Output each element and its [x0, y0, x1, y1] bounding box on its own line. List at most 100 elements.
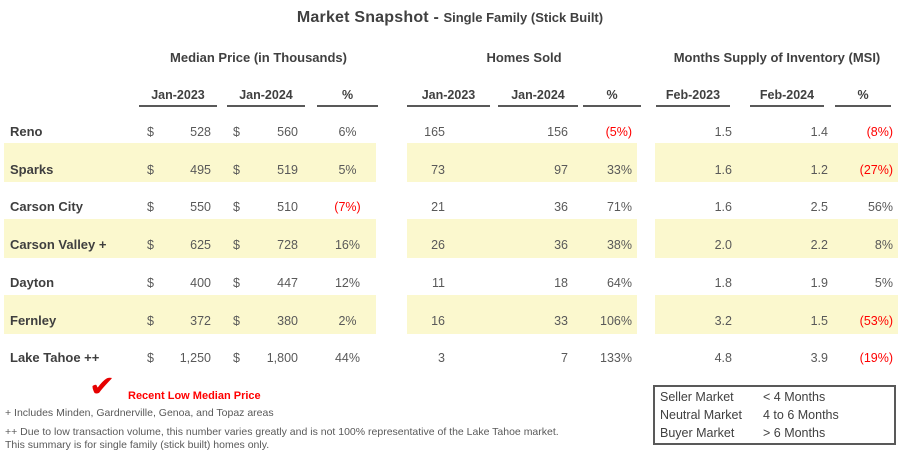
col-header-sold-jan-2024: Jan-2024	[498, 86, 578, 107]
sold-2023-cell: 73	[431, 163, 445, 177]
sold-2023-cell: 16	[431, 314, 445, 328]
table-row-fernley: Fernley $372 $380 2% 16 33 106% 3.2 1.5 …	[0, 311, 900, 331]
median-2024-cell: $510	[233, 197, 298, 217]
sold-pct-cell: 71%	[606, 200, 632, 214]
table-row-dayton: Dayton $400 $447 12% 11 18 64% 1.8 1.9 5…	[0, 273, 900, 293]
row-label: Fernley	[10, 313, 57, 328]
sold-pct-cell: 133%	[600, 351, 632, 365]
highlight-band	[655, 143, 898, 182]
msi-2024-cell: 1.9	[810, 276, 828, 290]
median-2024-cell: $519	[233, 160, 298, 180]
col-header-msi-feb-2024: Feb-2024	[750, 86, 824, 107]
group-header-msi: Months Supply of Inventory (MSI)	[673, 50, 881, 65]
median-2023-value: 550	[190, 200, 211, 214]
dollar-sign: $	[147, 314, 154, 328]
median-2023-value: 495	[190, 163, 211, 177]
sold-pct-cell: (5%)	[605, 125, 632, 139]
dollar-sign: $	[233, 125, 240, 139]
median-pct-cell: 2%	[338, 314, 357, 328]
median-2024-cell: $447	[233, 273, 298, 293]
col-header-median-jan-2023: Jan-2023	[139, 86, 217, 107]
highlight-band	[4, 219, 376, 258]
median-2024-value: 519	[277, 163, 298, 177]
sold-2024-cell: 7	[561, 351, 568, 365]
median-2024-cell: $1,800	[233, 348, 298, 368]
row-label: Dayton	[10, 275, 55, 290]
sold-2023-cell: 21	[431, 200, 445, 214]
row-label: Carson Valley +	[10, 237, 107, 252]
footnote-summary: This summary is for single family (stick…	[5, 439, 270, 451]
page-title-sub: Single Family (Stick Built)	[443, 10, 604, 25]
dollar-sign: $	[233, 276, 240, 290]
median-2023-cell: $550	[147, 197, 211, 217]
median-2024-cell: $560	[233, 122, 298, 142]
legend-range: < 4 Months	[763, 390, 826, 404]
highlight-band	[655, 219, 898, 258]
median-pct-cell: (7%)	[334, 200, 361, 214]
msi-2023-cell: 1.6	[714, 163, 732, 177]
median-2024-value: 447	[277, 276, 298, 290]
legend-row-seller: Seller Market < 4 Months	[660, 388, 894, 406]
median-2024-value: 510	[277, 200, 298, 214]
median-2023-cell: $372	[147, 311, 211, 331]
sold-2023-cell: 165	[424, 125, 445, 139]
legend-range: > 6 Months	[763, 426, 826, 440]
median-2023-cell: $528	[147, 122, 211, 142]
median-pct-cell: 6%	[338, 125, 357, 139]
msi-legend-box: Seller Market < 4 Months Neutral Market …	[653, 385, 896, 445]
sold-pct-cell: 64%	[606, 276, 632, 290]
dollar-sign: $	[147, 276, 154, 290]
msi-pct-cell: 56%	[867, 200, 893, 214]
group-header-homes-sold: Homes Sold	[486, 50, 562, 65]
row-label: Reno	[10, 124, 43, 139]
footnote-carson-valley: + Includes Minden, Gardnerville, Genoa, …	[5, 407, 274, 419]
median-2023-value: 625	[190, 238, 211, 252]
median-pct-cell: 12%	[334, 276, 361, 290]
page-title: Market Snapshot - Single Family (Stick B…	[0, 9, 900, 27]
highlight-band	[407, 143, 637, 182]
dollar-sign: $	[147, 125, 154, 139]
median-pct-cell: 16%	[334, 238, 361, 252]
median-2024-cell: $380	[233, 311, 298, 331]
row-label: Sparks	[10, 162, 54, 177]
msi-pct-cell: 5%	[874, 276, 893, 290]
median-2023-cell: $625	[147, 235, 211, 255]
row-label: Lake Tahoe ++	[10, 350, 100, 365]
sold-2023-cell: 11	[432, 276, 445, 290]
table-row-lake-tahoe: Lake Tahoe ++ $1,250 $1,800 44% 3 7 133%…	[0, 348, 900, 368]
median-2023-value: 372	[190, 314, 211, 328]
median-2023-value: 1,250	[179, 351, 211, 365]
col-header-median-jan-2024: Jan-2024	[227, 86, 305, 107]
highlight-band	[4, 295, 376, 334]
median-2023-cell: $1,250	[147, 348, 211, 368]
msi-pct-cell: (8%)	[866, 125, 893, 139]
legend-row-buyer: Buyer Market > 6 Months	[660, 424, 894, 442]
median-2023-value: 400	[190, 276, 211, 290]
highlight-band	[4, 143, 376, 182]
table-row-carson-city: Carson City $550 $510 (7%) 21 36 71% 1.6…	[0, 197, 900, 217]
msi-pct-cell: 8%	[874, 238, 893, 252]
msi-pct-cell: (27%)	[859, 163, 893, 177]
msi-2024-cell: 1.4	[810, 125, 828, 139]
col-header-sold-pct: %	[583, 86, 641, 107]
dollar-sign: $	[147, 163, 154, 177]
dollar-sign: $	[147, 238, 154, 252]
sold-2023-cell: 26	[431, 238, 445, 252]
sold-2024-cell: 97	[554, 163, 568, 177]
msi-2023-cell: 1.5	[714, 125, 732, 139]
row-label: Carson City	[10, 199, 83, 214]
median-2024-value: 380	[277, 314, 298, 328]
msi-2024-cell: 2.2	[810, 238, 828, 252]
table-row-reno: Reno $528 $560 6% 165 156 (5%) 1.5 1.4 (…	[0, 122, 900, 142]
dollar-sign: $	[233, 238, 240, 252]
legend-row-neutral: Neutral Market 4 to 6 Months	[660, 406, 894, 424]
recent-low-median-price-note: Recent Low Median Price	[128, 390, 261, 402]
highlight-band	[655, 295, 898, 334]
dollar-sign: $	[233, 351, 240, 365]
median-pct-cell: 5%	[338, 163, 357, 177]
sold-pct-cell: 33%	[606, 163, 632, 177]
footnote-lake-tahoe: ++ Due to low transaction volume, this n…	[5, 426, 559, 438]
msi-pct-cell: (19%)	[859, 351, 893, 365]
legend-label: Neutral Market	[660, 408, 742, 422]
